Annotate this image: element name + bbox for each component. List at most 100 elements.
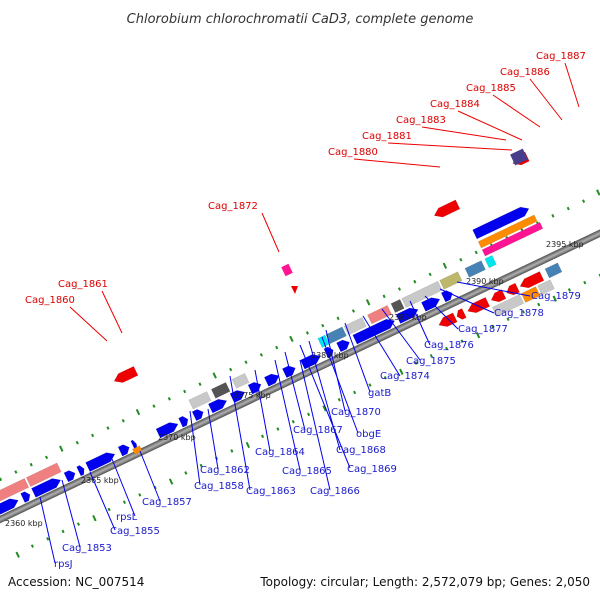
feature-box[interactable] (484, 255, 497, 269)
gene-label-gatb[interactable]: gatB (368, 388, 391, 399)
forward-gene-arrow[interactable] (282, 364, 297, 379)
forward-gene-arrow[interactable] (208, 396, 229, 414)
gene-label-cag-1862[interactable]: Cag_1862 (200, 465, 250, 476)
tick-mark (474, 250, 478, 255)
gene-label-obge[interactable]: obgE (356, 429, 381, 440)
gene-label-cag-1886[interactable]: Cag_1886 (500, 67, 550, 78)
leader-line (529, 78, 563, 121)
tick-mark (168, 478, 174, 485)
genome-axis (0, 223, 600, 528)
gene-label-cag-1860[interactable]: Cag_1860 (25, 295, 75, 306)
forward-gene-arrow[interactable] (20, 490, 33, 503)
reverse-gene-arrow[interactable] (518, 271, 545, 290)
tick-mark (275, 345, 279, 350)
gene-label-cag-1869[interactable]: Cag_1869 (347, 464, 397, 475)
feature-box[interactable] (343, 317, 367, 336)
gene-label-cag-1879[interactable]: Cag_1879 (531, 291, 581, 302)
gene-label-cag-1853[interactable]: Cag_1853 (62, 543, 112, 554)
feature-box[interactable] (477, 214, 538, 249)
forward-gene-arrow[interactable] (263, 371, 281, 387)
gene-label-cag-1867[interactable]: Cag_1867 (293, 425, 343, 436)
gene-label-cag-1855[interactable]: Cag_1855 (110, 526, 160, 537)
feature-box[interactable] (510, 148, 528, 166)
feature-box[interactable] (390, 298, 405, 313)
feature-box[interactable] (544, 262, 563, 279)
leader-line (344, 322, 371, 393)
feature-box[interactable] (281, 263, 293, 277)
tick-mark (276, 427, 280, 431)
forward-gene-arrow[interactable] (336, 338, 352, 353)
gene-label-cag-1885[interactable]: Cag_1885 (466, 83, 516, 94)
tick-mark (261, 434, 265, 439)
gene-label-cag-1864[interactable]: Cag_1864 (255, 447, 305, 458)
feature-box[interactable] (210, 382, 231, 399)
gene-label-rpsj[interactable]: rpsJ (54, 559, 73, 570)
forward-gene-arrow[interactable] (155, 419, 180, 439)
forward-gene-arrow[interactable] (472, 204, 531, 240)
feature-box[interactable] (367, 305, 392, 325)
tick-mark (428, 272, 432, 277)
gene-label-cag-1883[interactable]: Cag_1883 (396, 115, 446, 126)
leader-line (325, 329, 346, 412)
reverse-gene-arrow[interactable] (466, 296, 491, 315)
forward-gene-arrow[interactable] (0, 496, 20, 518)
feature-box[interactable] (481, 221, 544, 257)
feature-box[interactable] (0, 478, 30, 508)
accession-text: Accession: NC_007514 (8, 575, 144, 589)
forward-gene-arrow[interactable] (63, 469, 77, 483)
feature-box[interactable] (520, 286, 541, 303)
gene-label-cag-1866[interactable]: Cag_1866 (310, 486, 360, 497)
tick-mark (414, 361, 418, 365)
leader-line (381, 308, 421, 361)
gene-label-cag-1874[interactable]: Cag_1874 (380, 371, 430, 382)
reverse-gene-arrow[interactable] (455, 308, 467, 321)
feature-box[interactable] (464, 260, 486, 278)
feature-box[interactable] (439, 271, 463, 290)
tick-mark (382, 294, 386, 299)
gene-label-cag-1875[interactable]: Cag_1875 (406, 356, 456, 367)
feature-box[interactable] (492, 294, 525, 317)
tick-mark (596, 189, 600, 196)
gene-label-cag-1877[interactable]: Cag_1877 (458, 324, 508, 335)
reverse-gene-arrow[interactable] (112, 365, 139, 385)
tick-mark (598, 273, 600, 278)
feature-box[interactable] (132, 445, 143, 455)
forward-gene-arrow[interactable] (117, 443, 131, 457)
gene-label-cag-1857[interactable]: Cag_1857 (142, 497, 192, 508)
tick-mark (92, 515, 97, 522)
gene-label-cag-1884[interactable]: Cag_1884 (430, 99, 480, 110)
feature-box[interactable] (231, 373, 250, 389)
tick-mark (75, 440, 79, 445)
gene-label-cag-1870[interactable]: Cag_1870 (331, 407, 381, 418)
leader-line (353, 158, 441, 168)
tick-mark (167, 397, 171, 401)
feature-box[interactable] (537, 279, 555, 296)
gene-label-cag-1878[interactable]: Cag_1878 (494, 308, 544, 319)
gene-label-cag-1868[interactable]: Cag_1868 (336, 445, 386, 456)
feature-box[interactable] (188, 391, 212, 410)
tick-mark (552, 295, 557, 302)
reverse-gene-arrow[interactable] (432, 199, 461, 220)
leader-line (274, 359, 301, 471)
gene-label-cag-1863[interactable]: Cag_1863 (246, 486, 296, 497)
forward-gene-arrow[interactable] (85, 450, 117, 472)
gene-label-cag-1880[interactable]: Cag_1880 (328, 147, 378, 158)
reverse-gene-arrow[interactable] (437, 312, 458, 330)
gene-label-cag-1865[interactable]: Cag_1865 (282, 466, 332, 477)
reverse-gene-arrow[interactable] (291, 286, 298, 294)
feature-box[interactable] (25, 462, 62, 487)
gene-label-cag-1861[interactable]: Cag_1861 (58, 279, 108, 290)
forward-gene-arrow[interactable] (178, 415, 191, 428)
gene-label-cag-1872[interactable]: Cag_1872 (208, 201, 258, 212)
leader-line (321, 336, 359, 434)
forward-gene-arrow[interactable] (76, 464, 87, 477)
gene-label-cag-1881[interactable]: Cag_1881 (362, 131, 412, 142)
forward-gene-arrow[interactable] (191, 407, 205, 422)
forward-gene-arrow[interactable] (352, 316, 397, 345)
gene-label-cag-1858[interactable]: Cag_1858 (194, 481, 244, 492)
gene-label-cag-1876[interactable]: Cag_1876 (424, 340, 474, 351)
forward-gene-arrow[interactable] (421, 295, 442, 312)
gene-label-rpsl[interactable]: rpsL (116, 512, 138, 523)
gene-label-cag-1887[interactable]: Cag_1887 (536, 51, 586, 62)
forward-gene-arrow[interactable] (31, 475, 62, 498)
